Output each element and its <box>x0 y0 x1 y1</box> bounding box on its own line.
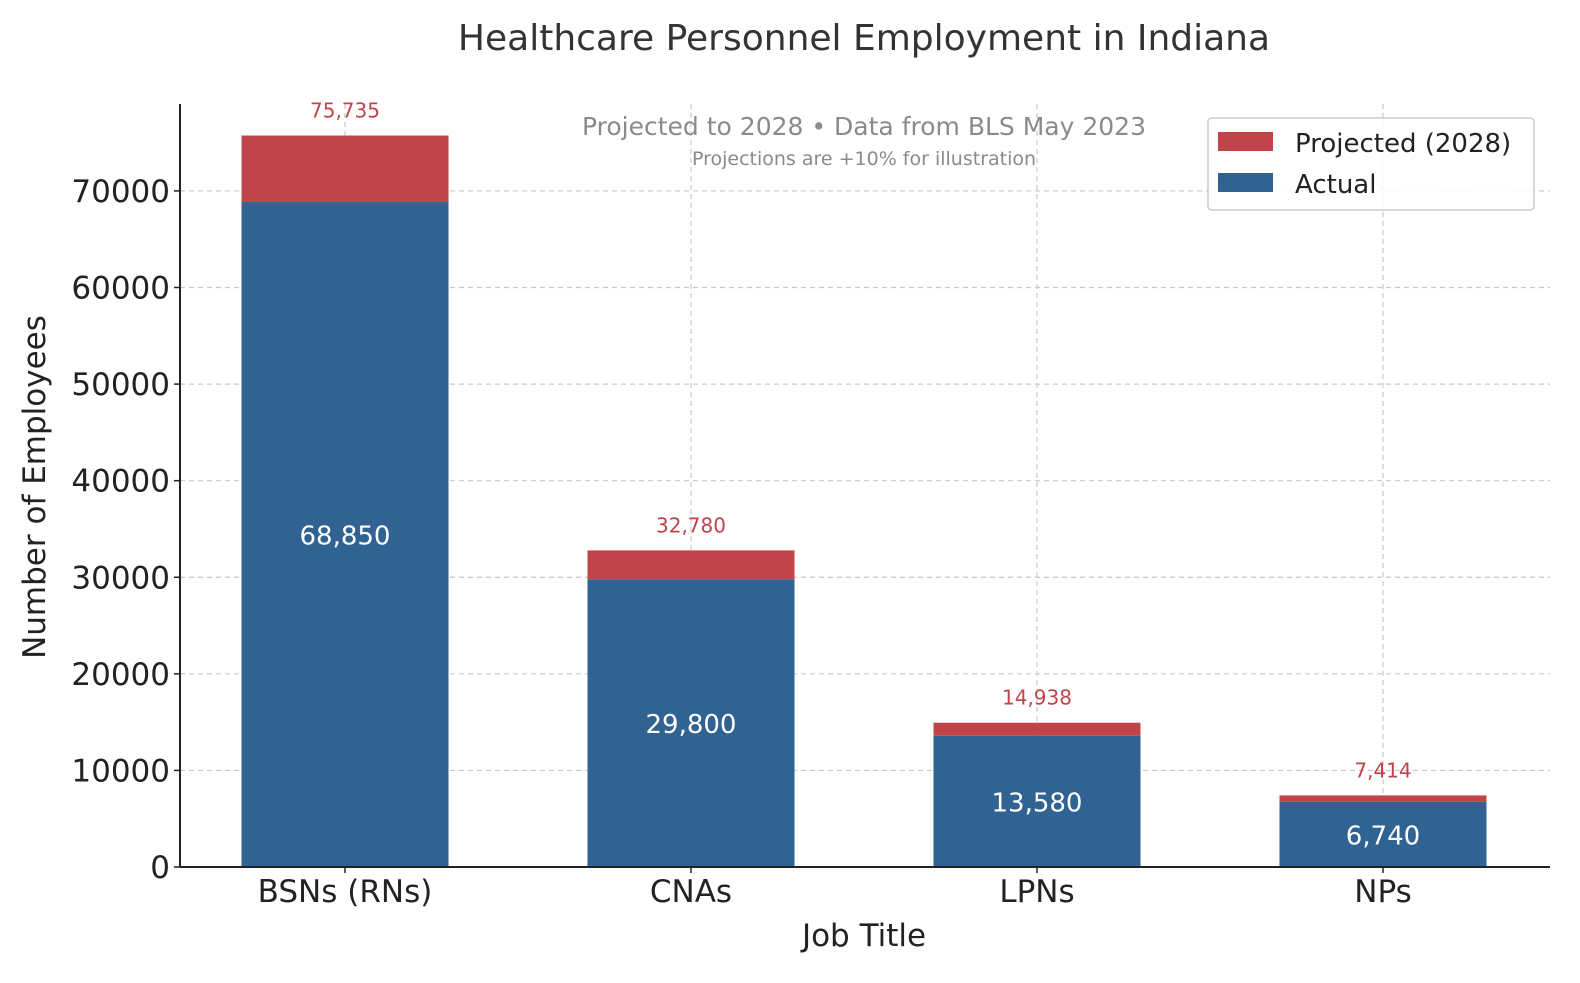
y-tick-label: 40000 <box>71 464 170 500</box>
bar-actual <box>1279 801 1487 867</box>
legend: Projected (2028) Actual <box>1207 117 1535 211</box>
x-tick-label: LPNs <box>999 874 1074 910</box>
bar-actual <box>241 202 449 867</box>
y-tick-label: 0 <box>150 850 170 886</box>
legend-box <box>1207 117 1535 211</box>
projected-total-label: 7,414 <box>1354 758 1411 782</box>
legend-swatch-actual <box>1218 173 1273 192</box>
actual-value-label: 13,580 <box>992 788 1083 818</box>
legend-label-projected: Projected (2028) <box>1295 129 1511 159</box>
legend-label-actual: Actual <box>1295 170 1376 200</box>
y-tick-label: 50000 <box>71 367 170 403</box>
data-labels: 68,850 75,735 29,800 32,780 13,580 14,938 6,74… <box>300 99 1421 852</box>
actual-value-label: 29,800 <box>646 710 737 740</box>
bar-projected <box>1279 795 1487 802</box>
bar-actual <box>933 735 1141 867</box>
x-tick-label: BSNs (RNs) <box>258 874 433 910</box>
y-tick-label: 10000 <box>71 753 170 789</box>
chart-title: Healthcare Personnel Employment in India… <box>458 18 1270 59</box>
y-tick-label: 30000 <box>71 560 170 596</box>
bar-projected <box>241 135 449 203</box>
projected-total-label: 75,735 <box>310 99 380 123</box>
bars <box>241 135 1487 867</box>
y-ticks: 0 10000 20000 30000 40000 50000 60000 70000 <box>71 174 180 886</box>
legend-swatch-projected <box>1218 132 1273 151</box>
x-axis-label: Job Title <box>800 918 926 954</box>
bar-projected <box>587 550 795 580</box>
x-tick-label: CNAs <box>650 874 732 910</box>
y-tick-label: 60000 <box>71 271 170 307</box>
x-tick-label: NPs <box>1354 874 1412 910</box>
y-tick-label: 20000 <box>71 657 170 693</box>
axes <box>179 104 1550 868</box>
chart-subtitle: Projected to 2028 • Data from BLS May 20… <box>582 112 1146 141</box>
actual-value-label: 6,740 <box>1346 821 1420 851</box>
projected-total-label: 32,780 <box>656 513 726 537</box>
projected-total-label: 14,938 <box>1002 686 1072 710</box>
actual-value-label: 68,850 <box>300 522 391 552</box>
chart-note: Projections are +10% for illustration <box>692 148 1036 170</box>
y-tick-label: 70000 <box>71 174 170 210</box>
y-axis-label: Number of Employees <box>17 315 53 659</box>
bar-projected <box>933 722 1141 736</box>
x-ticks: BSNs (RNs) CNAs LPNs NPs <box>258 867 1412 910</box>
bar-actual <box>587 579 795 867</box>
